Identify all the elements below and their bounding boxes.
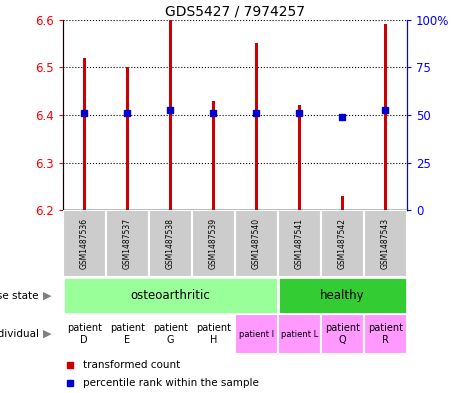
Bar: [126, 67, 129, 210]
Bar: [192, 314, 235, 354]
Bar: [149, 210, 192, 277]
Text: GSM1487542: GSM1487542: [338, 218, 347, 269]
Bar: [364, 210, 407, 277]
Text: osteoarthritic: osteoarthritic: [130, 289, 210, 302]
Bar: [321, 210, 364, 277]
Bar: [341, 196, 344, 210]
Bar: [106, 314, 149, 354]
Bar: [192, 210, 235, 277]
Text: ▶: ▶: [43, 291, 51, 301]
Text: GSM1487543: GSM1487543: [381, 218, 390, 269]
Bar: [83, 58, 86, 210]
Bar: [63, 210, 106, 277]
Title: GDS5427 / 7974257: GDS5427 / 7974257: [165, 4, 305, 18]
Text: patient
E: patient E: [110, 323, 145, 345]
Text: healthy: healthy: [320, 289, 365, 302]
Bar: [364, 314, 407, 354]
Bar: [106, 210, 149, 277]
Text: GSM1487537: GSM1487537: [123, 218, 132, 269]
Text: GSM1487541: GSM1487541: [295, 218, 304, 269]
Bar: [321, 314, 364, 354]
Bar: [235, 314, 278, 354]
Bar: [278, 314, 321, 354]
Bar: [298, 105, 301, 210]
Bar: [212, 101, 215, 210]
Text: GSM1487538: GSM1487538: [166, 218, 175, 269]
Text: percentile rank within the sample: percentile rank within the sample: [83, 378, 259, 388]
Text: ▶: ▶: [43, 329, 51, 339]
Bar: [149, 314, 192, 354]
Text: transformed count: transformed count: [83, 360, 181, 371]
Text: patient I: patient I: [239, 330, 274, 338]
Text: individual: individual: [0, 329, 39, 339]
Text: patient
R: patient R: [368, 323, 403, 345]
Bar: [169, 20, 172, 210]
Text: patient
D: patient D: [67, 323, 102, 345]
Text: GSM1487536: GSM1487536: [80, 218, 89, 269]
Bar: [255, 44, 258, 210]
Bar: [63, 277, 278, 314]
Bar: [63, 314, 106, 354]
Text: patient
G: patient G: [153, 323, 188, 345]
Text: patient L: patient L: [281, 330, 318, 338]
Bar: [384, 24, 387, 210]
Bar: [235, 210, 278, 277]
Text: GSM1487540: GSM1487540: [252, 218, 261, 269]
Text: GSM1487539: GSM1487539: [209, 218, 218, 269]
Bar: [278, 210, 321, 277]
Text: patient
H: patient H: [196, 323, 231, 345]
Text: patient
Q: patient Q: [325, 323, 360, 345]
Bar: [278, 277, 407, 314]
Text: disease state: disease state: [0, 291, 39, 301]
